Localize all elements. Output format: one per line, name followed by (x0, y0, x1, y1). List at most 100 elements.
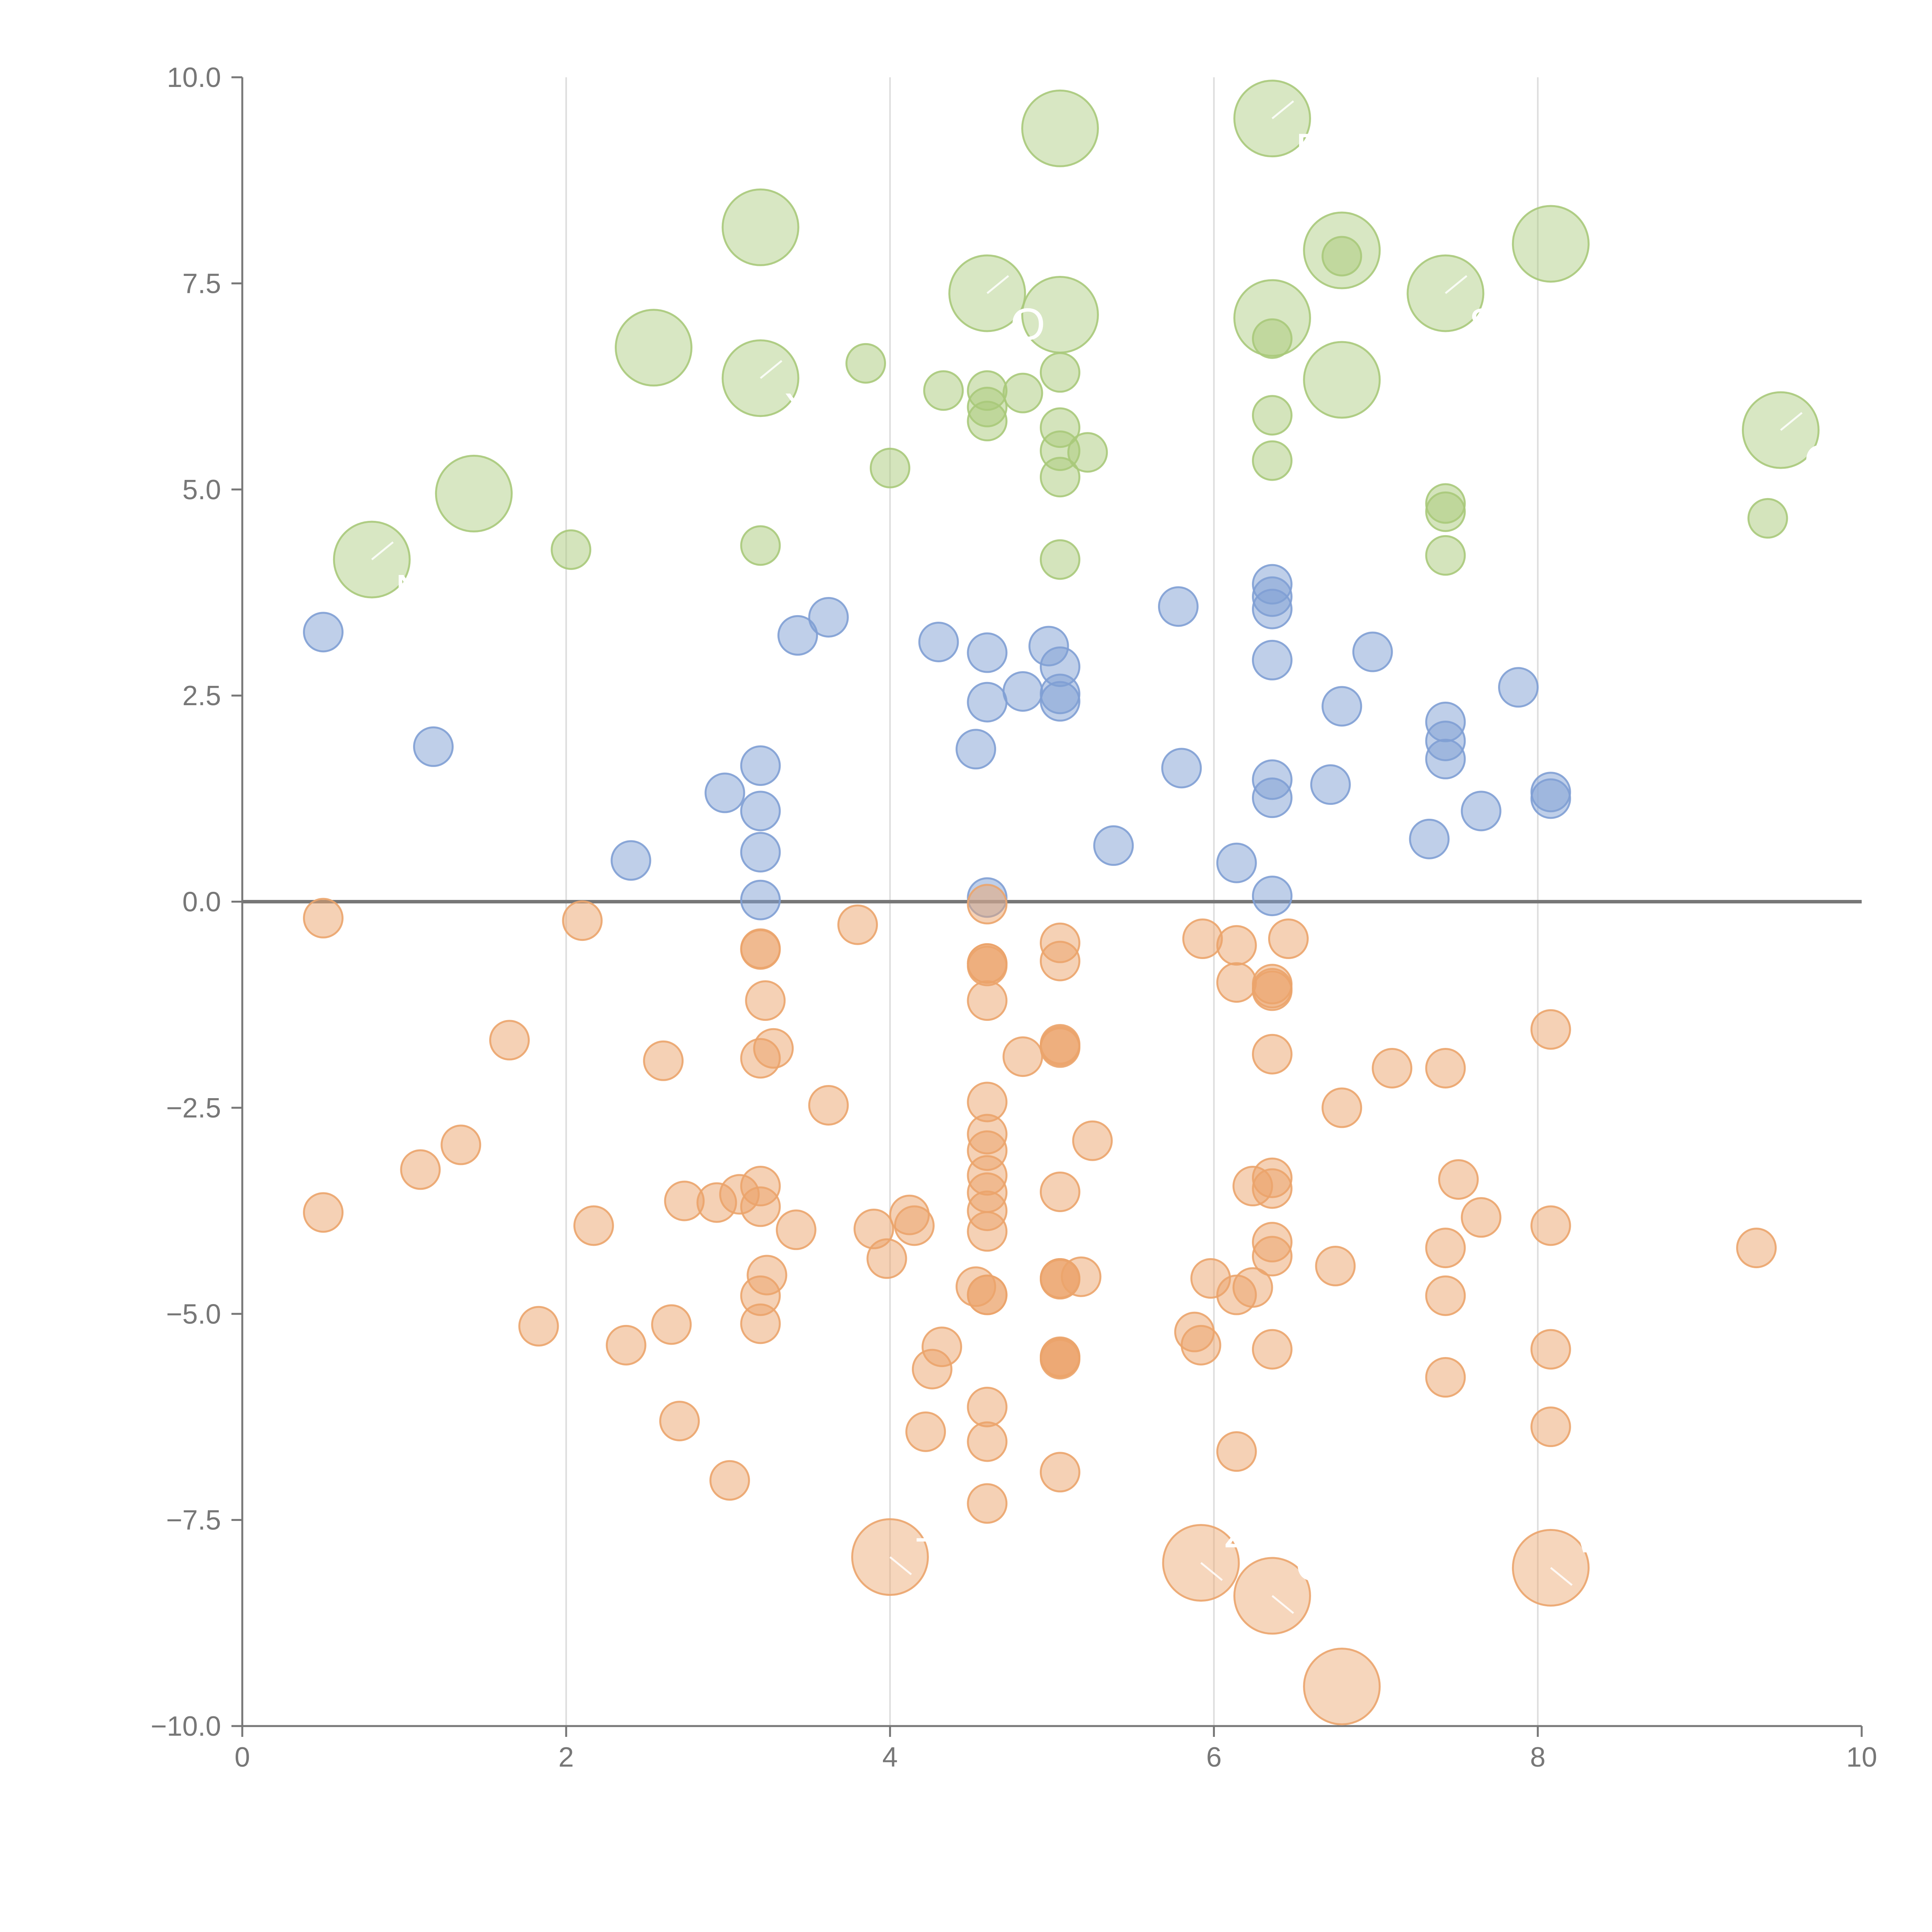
point-label-ca: CA (1804, 436, 1866, 486)
orange-point (837, 904, 878, 945)
orange-point (1736, 1228, 1777, 1269)
y-tick-label: −5.0 (166, 1299, 221, 1330)
orange-point (1252, 1236, 1293, 1277)
green-point (1039, 539, 1080, 580)
point-label-1: 1 (913, 1501, 938, 1551)
orange-point (1315, 1246, 1356, 1287)
blue-point (1425, 738, 1466, 779)
orange-point (303, 1192, 344, 1233)
orange-point (776, 1209, 816, 1250)
orange-point (1425, 1275, 1466, 1316)
green-point (1021, 89, 1099, 167)
green-point (845, 343, 886, 384)
y-tick-label: 0.0 (182, 887, 221, 918)
y-tick-label: 7.5 (182, 268, 221, 299)
green-point (551, 529, 592, 570)
green-point (1425, 491, 1466, 532)
green-point (1039, 457, 1080, 498)
point-label-d: D (1295, 124, 1328, 175)
y-tick-label: −10.0 (151, 1711, 221, 1742)
green-point (435, 454, 513, 532)
label-leader-line (371, 541, 394, 561)
blue-point (1252, 777, 1293, 818)
green-point (1747, 498, 1788, 539)
green-point (1252, 440, 1293, 481)
orange-point (400, 1149, 441, 1190)
orange-point (740, 1186, 781, 1227)
orange-point (1180, 1325, 1221, 1366)
orange-point (573, 1205, 614, 1246)
orange-point (894, 1205, 935, 1246)
orange-point (967, 1386, 1008, 1427)
label-leader-line (1550, 1567, 1573, 1586)
green-point (1303, 341, 1381, 419)
green-point (1039, 352, 1080, 393)
x-tick-label: 8 (1530, 1742, 1546, 1773)
blue-point (1039, 681, 1080, 722)
orange-point (1252, 1329, 1293, 1370)
x-tick-label: 4 (882, 1742, 898, 1773)
orange-point (905, 1411, 946, 1452)
orange-point (1372, 1048, 1413, 1088)
orange-point (967, 980, 1008, 1021)
blue-point (704, 772, 745, 813)
orange-point (518, 1306, 559, 1347)
blue-point (1409, 818, 1450, 859)
orange-point (1061, 1256, 1102, 1297)
orange-point (967, 1421, 1008, 1462)
orange-point (1039, 1337, 1080, 1378)
green-point (923, 370, 964, 411)
label-leader-line (1200, 1562, 1223, 1581)
orange-point (967, 943, 1008, 984)
green-point (967, 401, 1008, 442)
blue-point (1530, 778, 1571, 819)
orange-point (1252, 970, 1293, 1011)
label-leader-line (986, 275, 1009, 294)
green-point (1512, 205, 1590, 283)
blue-point (1498, 667, 1539, 708)
point-label-s: S (1469, 299, 1498, 349)
orange-point (1425, 1357, 1466, 1398)
orange-point (1039, 940, 1080, 981)
orange-point (1425, 1228, 1466, 1269)
blue-point (740, 879, 781, 920)
orange-point (1216, 925, 1257, 966)
orange-point (740, 1303, 781, 1344)
blue-point (1252, 639, 1293, 680)
green-point (869, 447, 910, 488)
orange-point (659, 1401, 700, 1442)
blue-point (1310, 764, 1351, 805)
green-point (1067, 432, 1108, 473)
green-point (1002, 372, 1043, 413)
orange-point (651, 1304, 692, 1345)
orange-point (1039, 1171, 1080, 1212)
point-label-o: O (1010, 299, 1045, 349)
x-tick-label: 6 (1206, 1742, 1222, 1773)
blue-point (1352, 631, 1393, 672)
green-point (615, 309, 693, 387)
orange-point (808, 1085, 849, 1126)
x-tick-label: 0 (235, 1742, 250, 1773)
green-point (1321, 236, 1362, 277)
orange-point (1268, 918, 1309, 959)
orange-point (440, 1124, 481, 1165)
blue-point (1093, 825, 1134, 866)
orange-point (562, 900, 603, 941)
orange-point (753, 1028, 794, 1069)
blue-point (1002, 671, 1043, 712)
point-label-n: N (395, 565, 427, 616)
x-tick-label: 10 (1846, 1742, 1877, 1773)
green-point (721, 188, 799, 266)
point-label-c: C (1295, 1540, 1328, 1590)
blue-point (413, 726, 454, 767)
blue-point (740, 832, 781, 872)
green-point (1425, 535, 1466, 576)
orange-point (1530, 1329, 1571, 1370)
blue-point (918, 621, 959, 662)
orange-point (1530, 1205, 1571, 1246)
orange-point (740, 929, 781, 970)
blue-point (1216, 842, 1257, 883)
orange-point (967, 1274, 1008, 1315)
orange-point (1530, 1406, 1571, 1447)
orange-point (1438, 1159, 1479, 1200)
